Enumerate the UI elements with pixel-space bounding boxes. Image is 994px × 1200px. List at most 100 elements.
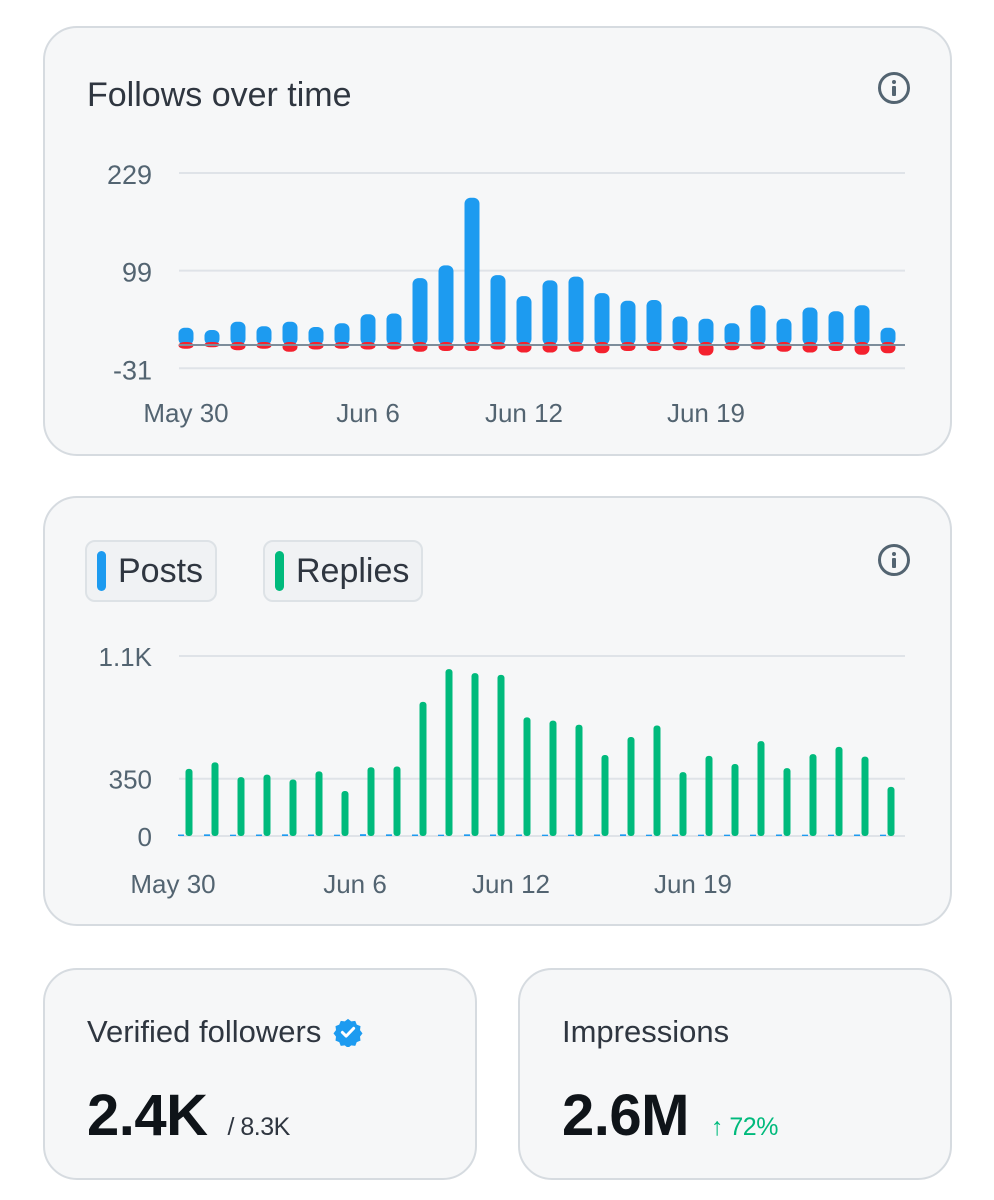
posts-bar: [880, 834, 886, 836]
posts-bar: [178, 834, 184, 836]
replies-bar: [575, 724, 583, 836]
posts-bar: [672, 834, 678, 836]
impressions-card: Impressions 2.6M ↑ 72%: [518, 968, 952, 1180]
impressions-change: ↑ 72%: [710, 1113, 778, 1141]
posts-bar: [438, 834, 444, 836]
follows-bar: [412, 278, 428, 345]
x-tick-label: Jun 12: [472, 869, 550, 899]
unfollows-bar: [438, 342, 454, 352]
verified-followers-title: Verified followers: [87, 1014, 322, 1049]
replies-bar: [185, 768, 193, 836]
posts-bar: [542, 834, 548, 836]
impressions-value: 2.6M: [562, 1083, 689, 1148]
follows-chart-title: Follows over time: [87, 76, 352, 114]
impressions-heading: Impressions: [562, 1014, 729, 1050]
posts-bar: [776, 834, 782, 836]
follows-bar: [828, 311, 844, 345]
follows-bar: [854, 305, 870, 345]
x-tick-label: Jun 19: [667, 398, 745, 428]
replies-swatch: [275, 551, 284, 591]
replies-bar: [315, 771, 323, 836]
follows-bar: [230, 321, 246, 345]
replies-bar: [419, 701, 427, 836]
unfollows-bar: [568, 342, 584, 352]
replies-bar: [783, 768, 791, 836]
unfollows-bar: [724, 342, 740, 351]
replies-bar: [757, 741, 765, 836]
unfollows-bar: [282, 342, 298, 352]
y-tick-label: 0: [138, 822, 152, 852]
unfollows-bar: [230, 342, 246, 351]
replies-bar: [705, 755, 713, 836]
unfollows-bar: [594, 342, 610, 354]
info-icon[interactable]: [878, 72, 910, 104]
follows-bar: [880, 327, 896, 345]
follows-bar: [646, 299, 662, 345]
posts-bar: [854, 834, 860, 836]
posts-bar: [828, 834, 834, 836]
legend-replies-toggle[interactable]: Replies: [263, 540, 424, 602]
replies-bar: [627, 737, 635, 836]
follows-bar: [334, 323, 350, 345]
posts-bar: [230, 834, 236, 836]
unfollows-bar: [620, 342, 636, 352]
y-tick-label: 229: [107, 160, 152, 190]
follows-bar: [620, 300, 636, 345]
posts-bar: [802, 834, 808, 836]
follows-bar: [594, 293, 610, 345]
replies-bar: [471, 673, 479, 836]
posts-bar: [568, 834, 574, 836]
replies-bar: [211, 762, 219, 836]
unfollows-bar: [464, 342, 480, 352]
unfollows-bar: [828, 342, 844, 352]
posts-bar: [412, 834, 418, 836]
replies-bar: [835, 746, 843, 836]
follows-bar: [438, 265, 454, 345]
replies-bar: [263, 774, 271, 836]
posts-bar: [256, 834, 262, 836]
posts-bar: [386, 834, 392, 836]
posts-bar: [516, 834, 522, 836]
follows-bar: [256, 326, 272, 345]
follows-bar: [516, 296, 532, 345]
total-followers: / 8.3K: [227, 1113, 291, 1141]
follows-bar: [750, 305, 766, 345]
unfollows-bar: [542, 342, 558, 353]
replies-bar: [341, 791, 349, 836]
posts-replies-chart: 1.1K 350 0 May 30 Jun 6 Jun 12 Jun 19: [99, 642, 905, 899]
follows-chart: 229 99 -31 May 30 Jun 6 Jun 12 Jun 19: [107, 160, 905, 428]
posts-bar: [464, 834, 470, 836]
posts-bar: [360, 834, 366, 836]
legend-replies-label: Replies: [296, 551, 410, 590]
x-tick-label: Jun 6: [323, 869, 387, 899]
unfollows-bar: [672, 342, 688, 351]
replies-bar: [653, 725, 661, 836]
follows-bar: [776, 318, 792, 345]
posts-bar: [334, 834, 340, 836]
posts-bar: [698, 834, 704, 836]
posts-bar: [750, 834, 756, 836]
follows-bar: [464, 197, 480, 345]
impressions-title: Impressions: [562, 1014, 730, 1049]
follows-bar: [308, 326, 324, 345]
unfollows-bar: [412, 342, 428, 352]
info-icon[interactable]: [878, 544, 910, 576]
follows-bar: [386, 313, 402, 345]
x-tick-label: Jun 6: [336, 398, 400, 428]
replies-bar: [497, 674, 505, 836]
follows-over-time-card: Follows over time 229 99 -31 May 30 Jun 6 Jun…: [43, 26, 952, 456]
posts-bar: [646, 834, 652, 836]
posts-bar: [308, 834, 314, 836]
follows-bar: [204, 329, 220, 345]
y-tick-label: -31: [113, 355, 152, 385]
x-tick-label: May 30: [143, 398, 228, 428]
replies-bar: [731, 764, 739, 836]
replies-bar: [549, 720, 557, 836]
follows-bar: [672, 316, 688, 345]
follows-bar: [282, 321, 298, 345]
replies-bar: [523, 717, 531, 836]
posts-bar: [490, 834, 496, 836]
x-tick-label: Jun 12: [485, 398, 563, 428]
follows-bar: [490, 275, 506, 345]
legend-posts-toggle[interactable]: Posts: [85, 540, 218, 602]
